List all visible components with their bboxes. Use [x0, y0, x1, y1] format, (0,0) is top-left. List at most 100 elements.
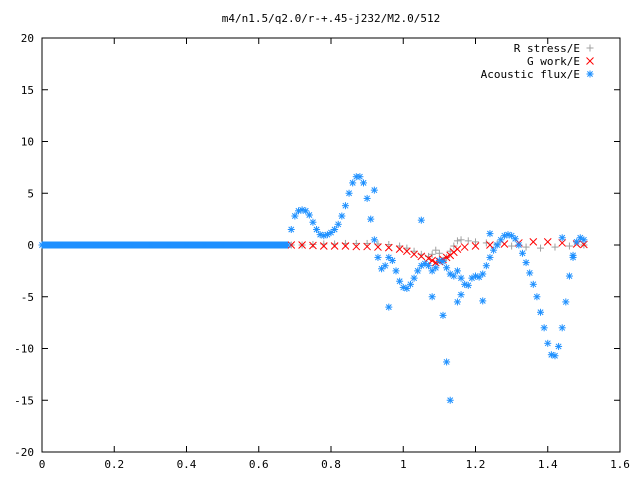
- data-point: [428, 256, 437, 265]
- data-point: [370, 186, 378, 194]
- legend-label: G work/E: [527, 55, 580, 68]
- data-point: [164, 241, 172, 249]
- y-tick-label: -20: [14, 446, 34, 459]
- data-point: [374, 240, 382, 248]
- data-point: [457, 236, 465, 244]
- data-point: [565, 272, 573, 280]
- data-point: [565, 242, 573, 250]
- data-point: [558, 234, 566, 242]
- data-point: [410, 274, 418, 282]
- data-point: [453, 237, 461, 245]
- data-point: [518, 249, 526, 257]
- y-tick-label: -15: [14, 394, 34, 407]
- data-point: [457, 274, 465, 282]
- data-point: [341, 202, 349, 210]
- data-point: [360, 179, 368, 187]
- data-point: [551, 352, 559, 360]
- data-point: [446, 396, 454, 404]
- series-acoustic-flux-e: [38, 173, 588, 404]
- data-point: [537, 308, 545, 316]
- data-point: [482, 239, 490, 247]
- x-tick-label: 0: [39, 458, 46, 471]
- data-point: [472, 238, 479, 246]
- data-point: [457, 291, 465, 299]
- data-point: [309, 240, 317, 248]
- data-point: [302, 207, 310, 215]
- data-point: [544, 339, 552, 347]
- data-point: [479, 270, 487, 278]
- data-point: [569, 253, 577, 261]
- x-tick-label: 1: [400, 458, 407, 471]
- data-point: [450, 272, 458, 280]
- data-point: [443, 358, 451, 366]
- data-point: [432, 246, 440, 254]
- y-tick-label: -5: [21, 291, 34, 304]
- data-point: [417, 216, 425, 224]
- x-tick-label: 1.6: [610, 458, 630, 471]
- data-point: [515, 241, 523, 249]
- data-point: [439, 258, 447, 266]
- data-point: [287, 241, 296, 249]
- chart-title: m4/n1.5/q2.0/r-+.45-j232/M2.0/512: [222, 12, 441, 25]
- legend-label: R stress/E: [514, 42, 580, 55]
- data-point: [363, 194, 371, 202]
- data-point: [341, 242, 350, 250]
- data-point: [385, 303, 393, 311]
- data-point: [414, 267, 422, 275]
- data-point: [410, 250, 418, 259]
- data-point: [558, 324, 566, 332]
- x-tick-label: 0.4: [177, 458, 197, 471]
- data-point: [356, 173, 364, 181]
- data-point: [287, 225, 295, 233]
- data-point: [508, 242, 516, 250]
- data-point: [537, 244, 545, 252]
- data-point: [309, 241, 317, 250]
- x-tick-label: 0.2: [104, 458, 124, 471]
- data-point: [392, 267, 400, 275]
- data-point: [493, 241, 501, 249]
- y-tick-label: 0: [27, 239, 34, 252]
- data-point: [424, 254, 433, 263]
- y-tick-label: 10: [21, 136, 34, 149]
- data-point: [522, 243, 530, 251]
- data-point: [128, 241, 136, 249]
- data-point: [453, 245, 462, 253]
- data-point: [490, 246, 498, 254]
- data-point: [92, 241, 100, 249]
- data-point: [146, 241, 154, 249]
- data-point: [381, 262, 389, 270]
- data-point: [472, 272, 479, 280]
- data-point: [453, 267, 461, 275]
- data-point: [576, 234, 584, 242]
- x-tick-label: 1.4: [538, 458, 558, 471]
- legend-marker: [586, 44, 594, 52]
- x-tick-label: 1.2: [466, 458, 486, 471]
- data-point: [363, 242, 371, 251]
- acoustic-flux-zero-band: [42, 241, 288, 249]
- data-point: [74, 241, 82, 249]
- data-point: [338, 212, 346, 220]
- data-point: [313, 225, 321, 233]
- data-point: [374, 253, 382, 261]
- data-point: [533, 293, 541, 301]
- data-point: [417, 252, 426, 261]
- data-point: [374, 243, 382, 251]
- legend-marker: [586, 70, 594, 78]
- data-point: [396, 242, 404, 250]
- data-point: [56, 241, 64, 249]
- data-point: [352, 242, 361, 251]
- x-axis: 0 0.2 0.4 0.6 0.8 1 1.2 1.4 1.6: [39, 38, 630, 471]
- data-point: [219, 241, 227, 249]
- legend-label: Acoustic flux/E: [481, 68, 580, 81]
- data-point: [551, 243, 559, 251]
- data-point: [349, 179, 357, 187]
- data-point: [540, 324, 548, 332]
- y-tick-label: -10: [14, 343, 34, 356]
- data-point: [482, 262, 490, 270]
- data-point: [486, 253, 494, 261]
- data-point: [428, 293, 436, 301]
- data-point: [486, 230, 494, 238]
- data-point: [453, 298, 461, 306]
- data-point: [471, 242, 480, 250]
